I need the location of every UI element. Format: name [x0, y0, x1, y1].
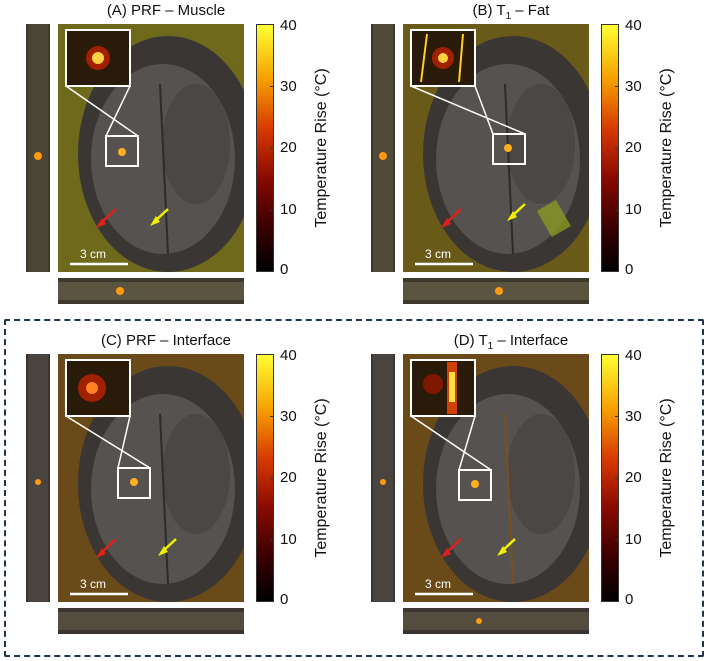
colorbar-tick: 40	[280, 17, 297, 34]
panel-a: (A) PRF – Muscle 3 cm 40 30 20 1	[26, 2, 366, 304]
sagittal-slice-image	[371, 354, 395, 602]
colorbar-tick: 30	[280, 78, 297, 95]
panel-b: (B) T1 – Fat 3 cm 40 30	[371, 2, 709, 304]
colorbar-label: Temperature Rise (°C)	[658, 68, 675, 228]
colorbar-tick: 30	[625, 78, 642, 95]
colorbar-tick: 0	[280, 591, 289, 608]
scale-bar-label: 3 cm	[80, 247, 106, 261]
colorbar-tick: 20	[625, 469, 642, 486]
colorbar-tick: 20	[280, 139, 297, 156]
interface-group-frame	[4, 319, 704, 657]
panel-c-title: (C) PRF – Interface	[100, 332, 232, 349]
axial-temperature-map: 3 cm	[403, 354, 589, 602]
panel-d-title: (D) T1 – Interface	[453, 332, 569, 352]
colorbar-tick: 30	[280, 408, 297, 425]
scale-bar-label: 3 cm	[425, 577, 451, 591]
colorbar-tick: 10	[280, 201, 297, 218]
sagittal-slice-image	[26, 354, 50, 602]
colorbar-label: Temperature Rise (°C)	[313, 398, 330, 558]
axial-temperature-map: 3 cm	[403, 24, 589, 272]
colorbar-tick: 0	[625, 261, 634, 278]
colorbar-tick: 40	[625, 347, 642, 364]
colorbar-tick: 0	[280, 261, 289, 278]
sagittal-slice-image	[371, 24, 395, 272]
scale-bar-label: 3 cm	[425, 247, 451, 261]
scale-bar-label: 3 cm	[80, 577, 106, 591]
colorbar-tick: 40	[280, 347, 297, 364]
axial-temperature-map: 3 cm	[58, 354, 244, 602]
colorbar-tick: 20	[625, 139, 642, 156]
axial-temperature-map: 3 cm	[58, 24, 244, 272]
coronal-slice-image	[58, 608, 244, 634]
colorbar-tick: 10	[625, 201, 642, 218]
panel-d: (D) T1 – Interface 3 cm 40 30 20	[371, 332, 709, 634]
panel-c: (C) PRF – Interface 3 cm 40 30 20 10 0	[26, 332, 366, 634]
coronal-slice-image	[403, 608, 589, 634]
colorbar-label: Temperature Rise (°C)	[313, 68, 330, 228]
colorbar-tick: 20	[280, 469, 297, 486]
coronal-slice-image	[403, 278, 589, 304]
colorbar-tick: 0	[625, 591, 634, 608]
coronal-slice-image	[58, 278, 244, 304]
colorbar-tick: 10	[280, 531, 297, 548]
colorbar-label: Temperature Rise (°C)	[658, 398, 675, 558]
colorbar-tick: 40	[625, 17, 642, 34]
colorbar-tick: 10	[625, 531, 642, 548]
sagittal-slice-image	[26, 24, 50, 272]
colorbar-tick: 30	[625, 408, 642, 425]
panel-b-title: (B) T1 – Fat	[472, 2, 550, 22]
panel-a-title: (A) PRF – Muscle	[106, 2, 226, 19]
